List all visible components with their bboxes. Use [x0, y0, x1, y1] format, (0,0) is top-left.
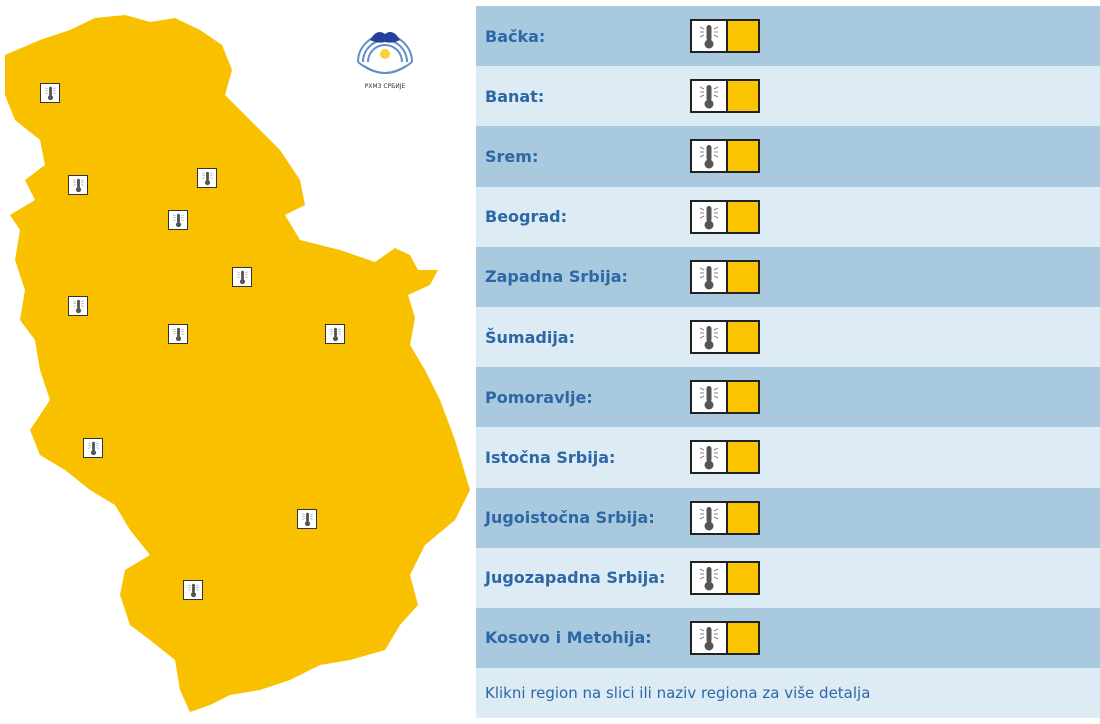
- thermometer-icon: [699, 626, 719, 651]
- thermometer-icon: [172, 327, 184, 342]
- logo: РХМЗ СРБИЈЕ: [350, 22, 420, 92]
- thermometer-icon: [699, 506, 719, 531]
- warning-indicator[interactable]: [690, 79, 760, 114]
- thermometer-icon-box: [692, 81, 728, 112]
- region-warning-table: Bačka: Banat: Srem: Beograd: Zapadna Srbija:…: [476, 6, 1100, 720]
- region-name-link[interactable]: Pomoravlje:: [485, 387, 593, 407]
- map-thermometer-marker[interactable]: [68, 175, 88, 195]
- region-name-link[interactable]: Srem:: [485, 146, 539, 166]
- map-thermometer-marker[interactable]: [183, 580, 203, 600]
- region-name-link[interactable]: Banat:: [485, 86, 545, 106]
- footer-hint: Klikni region na slici ili naziv regiona…: [476, 668, 1100, 719]
- region-row[interactable]: Beograd:: [476, 186, 1100, 247]
- warning-level-swatch: [728, 261, 758, 292]
- region-row[interactable]: Zapadna Srbija:: [476, 246, 1100, 307]
- region-row[interactable]: Bačka:: [476, 6, 1100, 67]
- warning-level-swatch: [728, 201, 758, 232]
- warning-level-swatch: [728, 562, 758, 593]
- warning-indicator[interactable]: [690, 500, 760, 535]
- region-row[interactable]: Jugozapadna Srbija:: [476, 547, 1100, 608]
- warning-indicator[interactable]: [690, 19, 760, 54]
- map-thermometer-marker[interactable]: [168, 210, 188, 230]
- region-name-link[interactable]: Kosovo i Metohija:: [485, 628, 652, 648]
- map-thermometer-marker[interactable]: [40, 83, 60, 103]
- warning-indicator[interactable]: [690, 199, 760, 234]
- region-name-link[interactable]: Šumadija:: [485, 327, 575, 347]
- region-row[interactable]: Kosovo i Metohija:: [476, 607, 1100, 669]
- region-row[interactable]: Šumadija:: [476, 306, 1100, 368]
- rhmz-logo-icon: РХМЗ СРБИЈЕ: [357, 32, 413, 90]
- warning-indicator[interactable]: [690, 560, 760, 595]
- warning-level-swatch: [728, 141, 758, 172]
- warning-level-swatch: [728, 322, 758, 353]
- warning-level-swatch: [728, 622, 758, 653]
- region-name-link[interactable]: Jugoistočna Srbija:: [485, 508, 655, 528]
- thermometer-icon: [172, 213, 184, 228]
- warning-level-swatch: [728, 382, 758, 413]
- thermometer-icon: [87, 441, 99, 456]
- thermometer-icon-box: [692, 622, 728, 653]
- map-thermometer-marker[interactable]: [297, 509, 317, 529]
- map-thermometer-marker[interactable]: [232, 267, 252, 287]
- thermometer-icon: [44, 86, 56, 101]
- map-thermometer-marker[interactable]: [197, 168, 217, 188]
- thermometer-icon-box: [692, 442, 728, 473]
- region-row[interactable]: Pomoravlje:: [476, 367, 1100, 428]
- region-name-link[interactable]: Jugozapadna Srbija:: [485, 568, 666, 588]
- region-name-link[interactable]: Zapadna Srbija:: [485, 267, 628, 287]
- thermometer-icon: [699, 85, 719, 109]
- thermometer-icon: [699, 326, 719, 350]
- thermometer-icon: [699, 566, 719, 591]
- thermometer-icon: [236, 270, 248, 285]
- map-thermometer-marker[interactable]: [68, 296, 88, 316]
- thermometer-icon: [329, 327, 341, 342]
- thermometer-icon: [72, 299, 84, 314]
- region-row[interactable]: Banat:: [476, 66, 1100, 127]
- thermometer-icon-box: [692, 562, 728, 593]
- warning-level-swatch: [728, 21, 758, 52]
- warning-indicator[interactable]: [690, 139, 760, 174]
- warning-indicator[interactable]: [690, 620, 760, 655]
- thermometer-icon: [301, 512, 313, 527]
- map-svg[interactable]: [0, 0, 476, 720]
- warning-level-swatch: [728, 442, 758, 473]
- thermometer-icon-box: [692, 261, 728, 292]
- thermometer-icon: [699, 446, 719, 470]
- map-thermometer-marker[interactable]: [325, 324, 345, 344]
- thermometer-icon-box: [692, 322, 728, 353]
- map-thermometer-marker[interactable]: [83, 438, 103, 458]
- thermometer-icon: [201, 171, 213, 186]
- thermometer-icon-box: [692, 201, 728, 232]
- thermometer-icon-box: [692, 141, 728, 172]
- warning-level-swatch: [728, 81, 758, 112]
- region-row[interactable]: Istočna Srbija:: [476, 427, 1100, 488]
- warning-indicator[interactable]: [690, 380, 760, 415]
- region-row[interactable]: Srem:: [476, 126, 1100, 187]
- thermometer-icon: [699, 265, 719, 290]
- warning-level-swatch: [728, 502, 758, 533]
- warning-indicator[interactable]: [690, 259, 760, 294]
- map-thermometer-marker[interactable]: [168, 324, 188, 344]
- warning-indicator[interactable]: [690, 320, 760, 355]
- thermometer-icon-box: [692, 21, 728, 52]
- region-name-link[interactable]: Bačka:: [485, 26, 546, 46]
- logo-text: РХМЗ СРБИЈЕ: [365, 83, 406, 90]
- warning-indicator[interactable]: [690, 440, 760, 475]
- region-name-link[interactable]: Beograd:: [485, 207, 568, 227]
- thermometer-icon: [699, 386, 719, 410]
- thermometer-icon-box: [692, 502, 728, 533]
- thermometer-icon: [699, 145, 719, 169]
- thermometer-icon: [187, 583, 199, 598]
- thermometer-icon-box: [692, 382, 728, 413]
- serbia-map[interactable]: РХМЗ СРБИЈЕ: [0, 0, 476, 720]
- thermometer-icon: [699, 25, 719, 49]
- thermometer-icon: [72, 178, 84, 193]
- region-name-link[interactable]: Istočna Srbija:: [485, 447, 616, 467]
- thermometer-icon: [699, 205, 719, 230]
- region-row[interactable]: Jugoistočna Srbija:: [476, 487, 1100, 548]
- map-region-shape: [5, 15, 470, 712]
